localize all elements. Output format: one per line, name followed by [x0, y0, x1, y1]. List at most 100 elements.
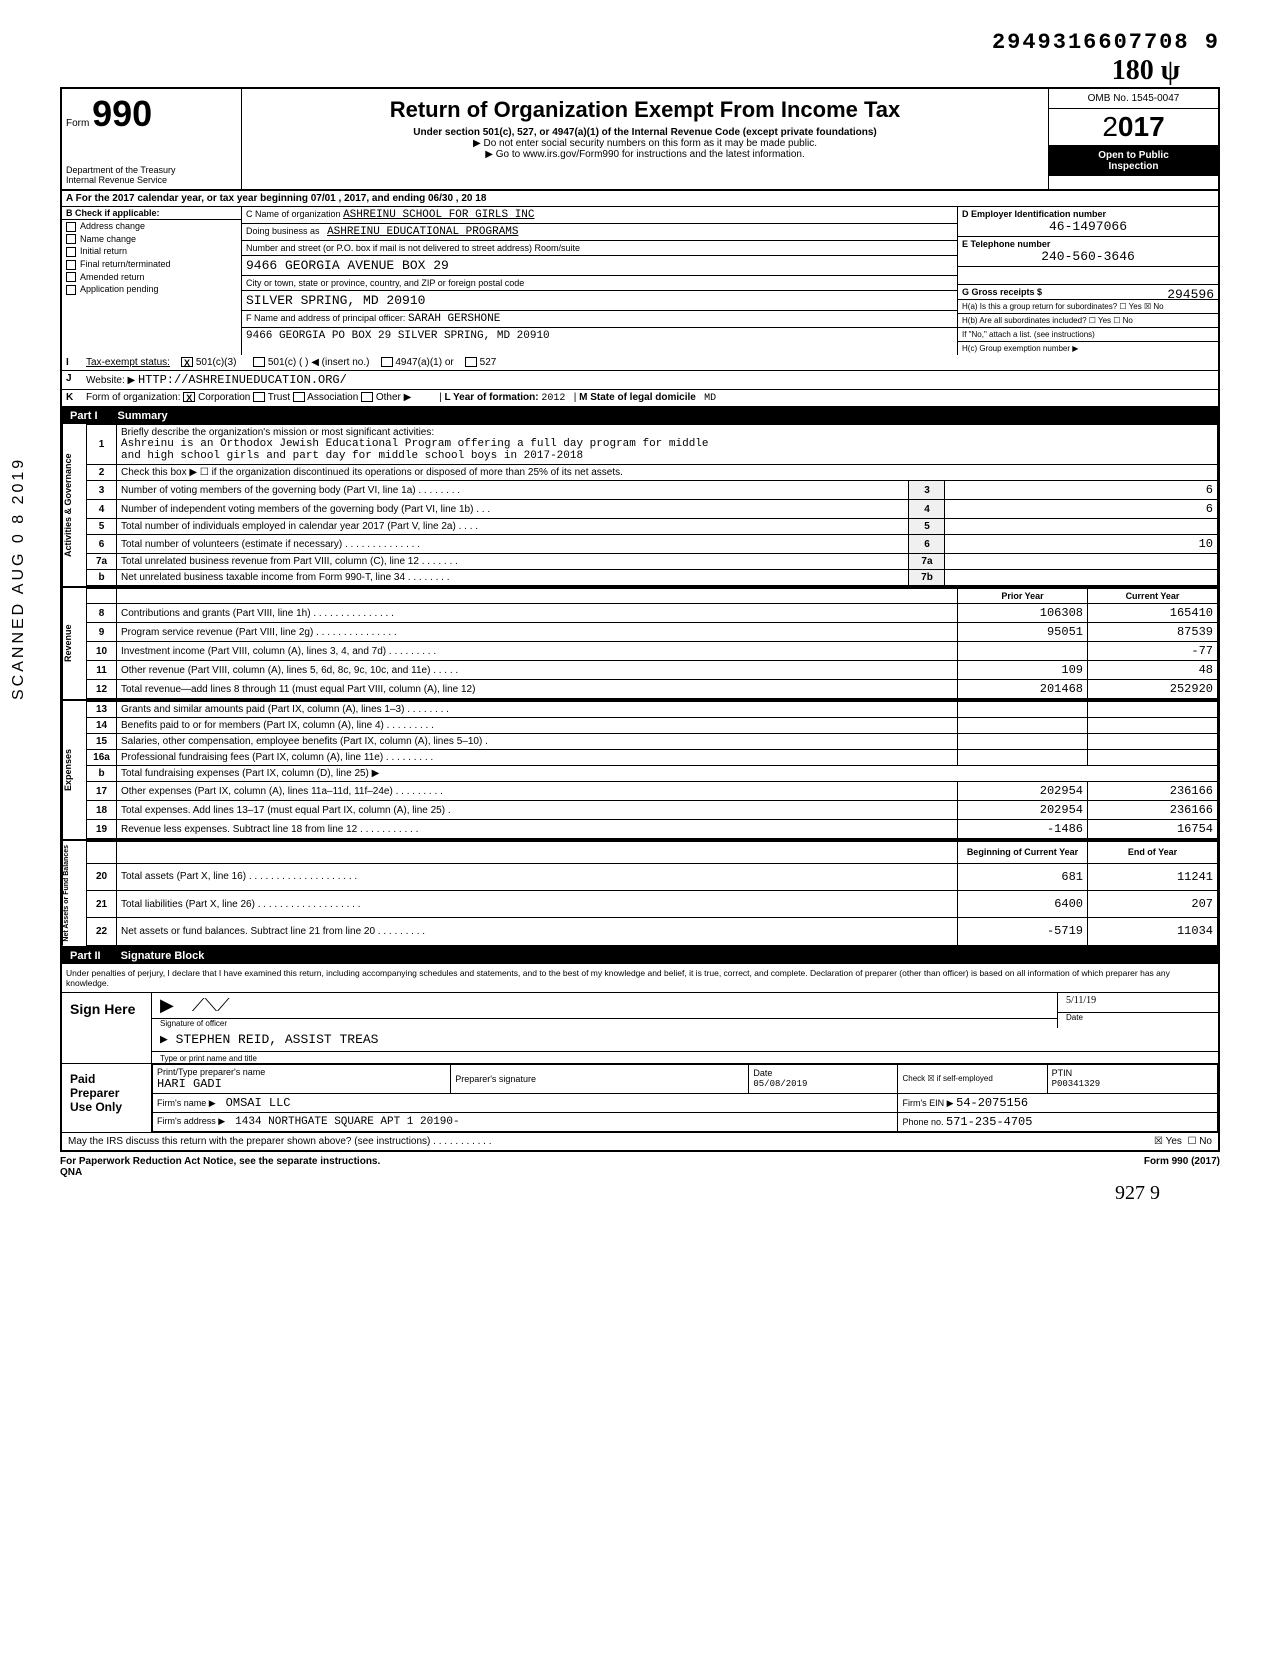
p9: 95051	[958, 623, 1088, 642]
hb-note: If "No," attach a list. (see instruction…	[958, 328, 1218, 342]
date-label: Date	[1058, 1013, 1218, 1022]
chk-501c[interactable]	[253, 357, 265, 367]
header-center: Return of Organization Exempt From Incom…	[242, 89, 1048, 189]
p8: 106308	[958, 604, 1088, 623]
phone-val: 240-560-3646	[962, 249, 1214, 264]
chk-527[interactable]	[465, 357, 477, 367]
c13	[1088, 702, 1218, 718]
officer-name: SARAH GERSHONE	[408, 313, 500, 325]
val-3: 6	[945, 481, 1218, 500]
perjury-text: Under penalties of perjury, I declare th…	[62, 964, 1218, 993]
check-self-employed: Check ☒ if self-employed	[898, 1064, 1047, 1093]
p19: -1486	[958, 820, 1088, 839]
part1-header: Part I Summary	[60, 408, 1220, 424]
c10: -77	[1088, 642, 1218, 661]
dba-name: ASHREINU EDUCATIONAL PROGRAMS	[327, 226, 518, 238]
year-formation: 2012	[541, 393, 565, 404]
chk-corp[interactable]	[183, 392, 195, 402]
col-b-header: B Check if applicable:	[62, 207, 241, 220]
chk-501c3[interactable]	[181, 357, 193, 367]
officer-name-title: ▶ STEPHEN REID, ASSIST TREAS	[152, 1028, 1218, 1051]
p13	[958, 702, 1088, 718]
chk-other[interactable]	[361, 392, 373, 402]
chk-assoc[interactable]	[293, 392, 305, 402]
mission-line2: and high school girls and part day for m…	[121, 450, 583, 462]
open-public: Open to PublicInspection	[1049, 146, 1218, 176]
chk-4947[interactable]	[381, 357, 393, 367]
officer-signature[interactable]: ▶ ⟋⟍⟋	[152, 993, 1057, 1019]
irs-label: Internal Revenue Service	[66, 175, 237, 185]
arrow2: ▶ Go to www.irs.gov/Form990 for instruct…	[246, 149, 1044, 160]
discuss-row: May the IRS discuss this return with the…	[62, 1133, 1218, 1150]
qna: QNA	[60, 1167, 82, 1178]
discuss-yes[interactable]: ☒ Yes	[1154, 1136, 1182, 1147]
val-5	[945, 519, 1218, 535]
website-url: HTTP://ASHREINUEDUCATION.ORG/	[138, 373, 347, 387]
hc-row: H(c) Group exemption number ▶	[958, 342, 1218, 355]
ha-row: H(a) Is this a group return for subordin…	[958, 300, 1218, 314]
signature-block: Under penalties of perjury, I declare th…	[60, 964, 1220, 1152]
sig-officer-label: Signature of officer	[152, 1019, 1057, 1028]
chk-trust[interactable]	[253, 392, 265, 402]
chk-pending[interactable]: Application pending	[62, 283, 241, 296]
c18: 236166	[1088, 801, 1218, 820]
col-c: C Name of organization ASHREINU SCHOOL F…	[242, 207, 958, 355]
form-subtitle: Under section 501(c), 527, or 4947(a)(1)…	[246, 127, 1044, 138]
summary-netassets: Net Assets or Fund Balances Beginning of…	[60, 841, 1220, 948]
org-name-row: C Name of organization ASHREINU SCHOOL F…	[242, 207, 957, 224]
netassets-label: Net Assets or Fund Balances	[62, 841, 86, 946]
c20: 11241	[1088, 863, 1218, 890]
c12: 252920	[1088, 680, 1218, 699]
governance-table: 1 Briefly describe the organization's mi…	[86, 424, 1218, 586]
chk-address-change[interactable]: Address change	[62, 220, 241, 233]
chk-amended[interactable]: Amended return	[62, 271, 241, 284]
form-title: Return of Organization Exempt From Incom…	[246, 97, 1044, 123]
sig-date: 5/11/19	[1058, 993, 1218, 1013]
paid-preparer-label: Paid Preparer Use Only	[62, 1064, 152, 1132]
spacer	[958, 267, 1218, 285]
ein-label: D Employer Identification number46-14970…	[958, 207, 1218, 237]
p12: 201468	[958, 680, 1088, 699]
preparer-table: Print/Type preparer's nameHARI GADI Prep…	[152, 1064, 1218, 1132]
p14	[958, 718, 1088, 734]
netassets-table: Beginning of Current YearEnd of Year 20T…	[86, 841, 1218, 946]
c14	[1088, 718, 1218, 734]
summary-expenses: Expenses 13Grants and similar amounts pa…	[60, 701, 1220, 841]
c17: 236166	[1088, 782, 1218, 801]
chk-final-return[interactable]: Final return/terminated	[62, 258, 241, 271]
chk-initial-return[interactable]: Initial return	[62, 245, 241, 258]
chk-name-change[interactable]: Name change	[62, 233, 241, 246]
row-a: A For the 2017 calendar year, or tax yea…	[60, 189, 1220, 207]
officer-row: F Name and address of principal officer:…	[242, 311, 957, 328]
top-tracking: 2949316607708 9 180 ψ	[60, 30, 1220, 87]
header-right: OMB No. 1545-0047 2017 Open to PublicIns…	[1048, 89, 1218, 189]
header-left: Form 990 Department of the Treasury Inte…	[62, 89, 242, 189]
firm-addr: 1434 NORTHGATE SQUARE APT 1 20190-	[235, 1116, 459, 1128]
expenses-label: Expenses	[62, 701, 86, 839]
ein-val: 46-1497066	[962, 219, 1214, 234]
form-header: Form 990 Department of the Treasury Inte…	[60, 87, 1220, 189]
hb-row: H(b) Are all subordinates included? ☐ Ye…	[958, 314, 1218, 328]
summary-governance: Activities & Governance 1 Briefly descri…	[60, 424, 1220, 588]
footer: For Paperwork Reduction Act Notice, see …	[60, 1152, 1220, 1182]
c16a	[1088, 750, 1218, 766]
expenses-table: 13Grants and similar amounts paid (Part …	[86, 701, 1218, 839]
form-number: 990	[92, 93, 152, 134]
discuss-no[interactable]: ☐ No	[1187, 1136, 1212, 1147]
c9: 87539	[1088, 623, 1218, 642]
handwritten-bottom: 927 9	[60, 1182, 1160, 1205]
p17: 202954	[958, 782, 1088, 801]
governance-label: Activities & Governance	[62, 424, 86, 586]
gross-val: 294596	[1167, 287, 1214, 302]
row-i: I Tax-exempt status: 501(c)(3) 501(c) ( …	[60, 355, 1220, 371]
gross-receipts: G Gross receipts $ 294596	[958, 285, 1218, 300]
officer-addr: 9466 GEORGIA PO BOX 29 SILVER SPRING, MD…	[242, 328, 957, 344]
city-val: SILVER SPRING, MD 20910	[242, 291, 957, 311]
p20: 681	[958, 863, 1088, 890]
state-domicile: MD	[704, 393, 716, 404]
dba-row: Doing business as ASHREINU EDUCATIONAL P…	[242, 224, 957, 241]
prep-sig-label: Preparer's signature	[451, 1064, 749, 1093]
c11: 48	[1088, 661, 1218, 680]
c19: 16754	[1088, 820, 1218, 839]
revenue-table: Prior YearCurrent Year 8Contributions an…	[86, 588, 1218, 699]
